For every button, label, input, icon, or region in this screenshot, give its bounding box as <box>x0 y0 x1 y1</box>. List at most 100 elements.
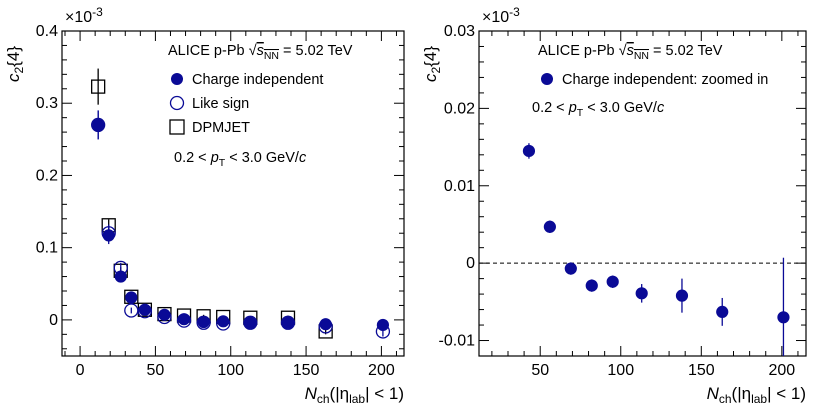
y-title-sub: 2 <box>429 67 443 74</box>
annotation-pt-cut: 0.2 < pT < 3.0 GeV/c <box>532 100 665 119</box>
data-point <box>716 305 729 318</box>
x-tick-label: 100 <box>607 362 634 379</box>
y-tick-label: 0.3 <box>36 95 58 112</box>
x-tick-label: 50 <box>147 362 165 379</box>
annotation-nn: NN <box>634 50 649 62</box>
data-point <box>635 287 648 300</box>
cut-prefix: 0.2 < <box>174 150 211 166</box>
x-tick-label: 0 <box>76 362 85 379</box>
y-title-var: c <box>421 73 440 82</box>
annotation-nn: NN <box>264 50 279 62</box>
legend-label: Charge independent: zoomed in <box>562 72 768 88</box>
x-tick-label: 200 <box>368 362 395 379</box>
legend-label: Like sign <box>192 96 249 112</box>
x-title-suffix: (|η <box>732 384 752 403</box>
annotation-system: ALICE p-Pb √sNN = 5.02 TeV <box>168 43 353 62</box>
y-exponent-label: ×10-3 <box>482 5 520 26</box>
annotation-system-name: ALICE p-Pb <box>538 43 619 59</box>
data-point <box>375 324 391 339</box>
legend-label: Charge independent <box>192 72 323 88</box>
y-tick-label: 0 <box>466 255 475 272</box>
data-point <box>522 144 536 158</box>
annotation-system-name: ALICE p-Pb <box>168 43 249 59</box>
x-tick-label: 150 <box>688 362 715 379</box>
series-charge-independent <box>92 110 390 332</box>
y-exponent-label: ×10-3 <box>65 5 103 26</box>
data-point <box>157 309 172 325</box>
exponent-power: -3 <box>509 5 520 19</box>
legend-marker <box>169 119 185 135</box>
data-point <box>777 311 790 324</box>
data-layer <box>91 68 391 339</box>
cut-sub: T <box>219 157 226 169</box>
legend-entry: Charge independent: zoomed in <box>541 72 768 88</box>
y-axis-title: c2{4} <box>4 46 26 82</box>
panel-left: 0 50 100 150 20000.10.20.30.4×10-3c2{4}Nch(|… <box>4 5 405 406</box>
cut-var: p <box>568 100 577 116</box>
annotation-s: s <box>257 43 264 59</box>
exponent-power: -3 <box>92 5 103 19</box>
y-tick-label: 0.03 <box>444 23 475 40</box>
data-point <box>216 316 231 331</box>
data-point <box>91 79 106 94</box>
x-title-suffix: (|η <box>330 384 350 403</box>
annotation-energy: = 5.02 TeV <box>649 43 723 59</box>
x-axis-title: Nch(|ηlab| < 1) <box>707 384 806 406</box>
y-title-var: c <box>4 73 23 82</box>
y-title-suffix: {4} <box>4 46 23 67</box>
annotation-s: s <box>627 43 634 59</box>
data-layer <box>522 143 790 356</box>
x-axis-title: Nch(|ηlab| < 1) <box>305 384 404 406</box>
plot-frame <box>61 30 405 357</box>
x-tick-label: 50 <box>531 362 549 379</box>
annotation-sqrt: √ <box>249 43 257 59</box>
data-point <box>137 304 153 319</box>
cut-suffix: < 3.0 GeV/ <box>225 150 300 166</box>
y-tick-label: 0.02 <box>444 100 475 117</box>
annotation-pt-cut: 0.2 < pT < 3.0 GeV/c <box>174 150 307 169</box>
y-tick-label: -0.01 <box>439 333 476 350</box>
data-point <box>564 262 577 275</box>
y-axis-title: c2{4} <box>421 46 443 82</box>
exponent-base: ×10 <box>65 9 92 26</box>
data-point <box>243 315 258 330</box>
data-point <box>280 315 296 330</box>
legend-label: DPMJET <box>192 120 250 136</box>
x-title-var: N <box>707 384 720 403</box>
exponent-base: ×10 <box>482 9 509 26</box>
cut-suffix: < 3.0 GeV/ <box>583 100 658 116</box>
legend-marker <box>171 73 183 85</box>
series-like-sign <box>91 110 391 339</box>
legend-entry: DPMJET <box>169 119 250 136</box>
data-point <box>113 260 128 276</box>
series-charge-independent-zoomed-in <box>522 143 790 356</box>
cut-sub: T <box>577 107 584 119</box>
legend-entry: Like sign <box>169 95 249 112</box>
cut-unit: c <box>299 150 307 166</box>
x-title-suffix2: | < 1) <box>365 384 404 403</box>
annotation-sqrt: √ <box>619 43 627 59</box>
plot-frame <box>478 30 807 357</box>
cut-prefix: 0.2 < <box>532 100 569 116</box>
data-point <box>675 289 689 302</box>
y-tick-label: 0.01 <box>444 178 475 195</box>
cut-var: p <box>210 150 219 166</box>
x-title-sub: ch <box>317 392 330 406</box>
y-tick-label: 0.2 <box>36 167 58 184</box>
annotation-system: ALICE p-Pb √sNN = 5.02 TeV <box>538 43 723 62</box>
x-title-sub2: lab <box>751 392 767 406</box>
legend-marker <box>169 95 185 111</box>
legend-entry: Charge independent <box>171 72 323 88</box>
y-tick-label: 0.4 <box>36 23 58 40</box>
x-tick-label: 200 <box>768 362 795 379</box>
cut-unit: c <box>657 100 665 116</box>
data-point <box>606 275 619 288</box>
y-title-sub: 2 <box>12 67 26 74</box>
panel-right: 50 100 150 200-0.0100.010.020.03×10-3c2{4}N… <box>421 5 807 406</box>
y-title-suffix: {4} <box>421 46 440 67</box>
data-point <box>176 313 192 328</box>
x-title-suffix2: | < 1) <box>767 384 806 403</box>
data-point <box>125 291 138 304</box>
